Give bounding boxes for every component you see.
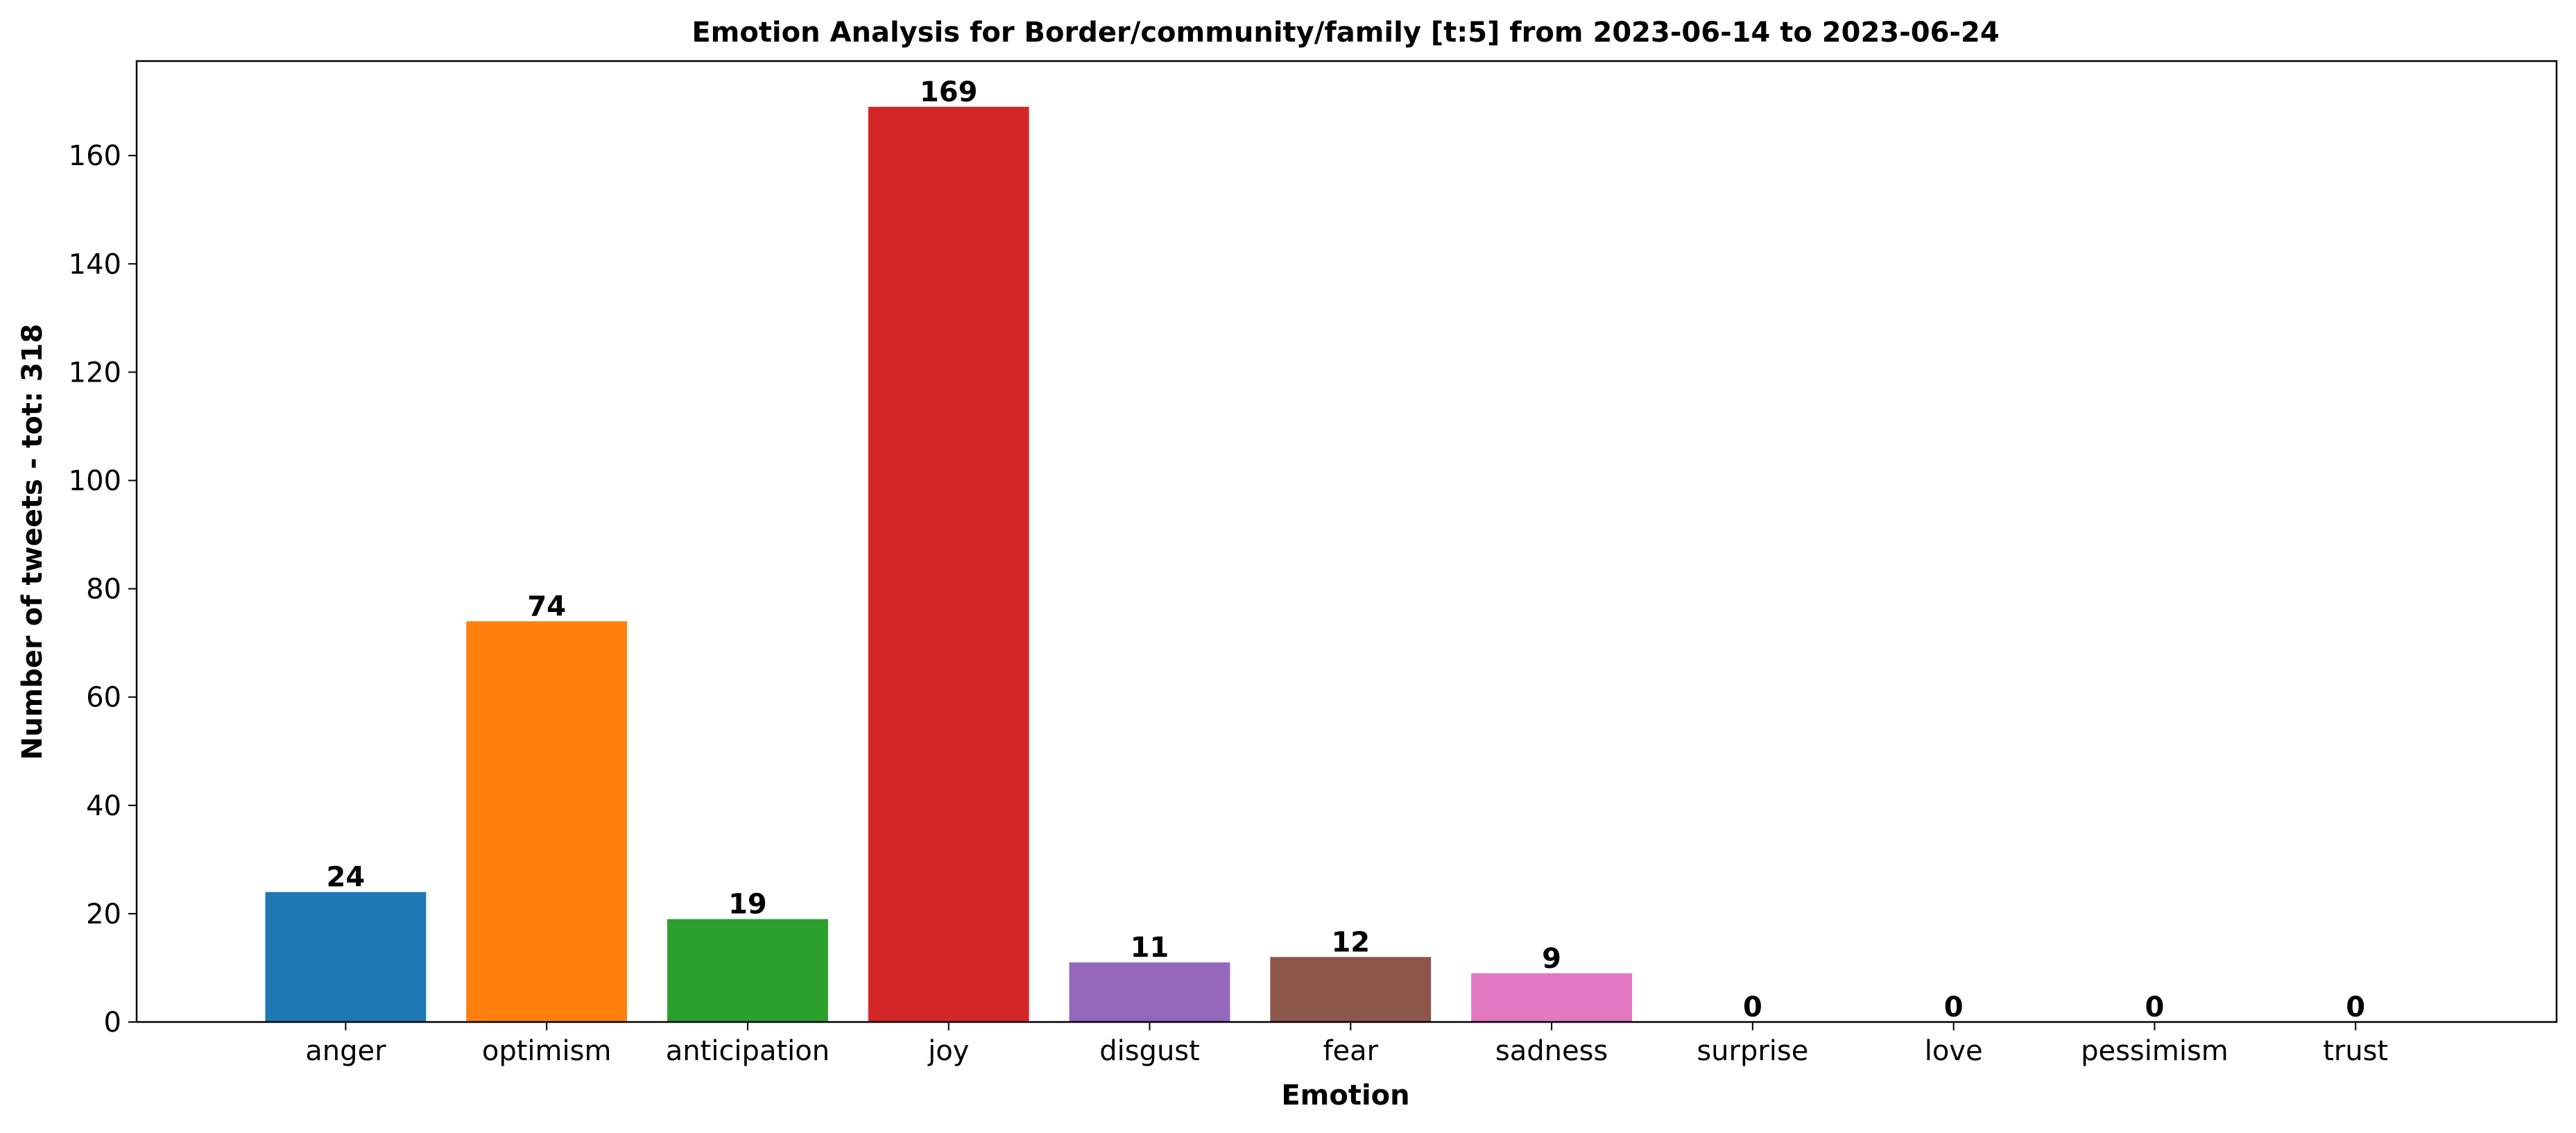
x-tick-label-fear: fear xyxy=(1323,1035,1378,1067)
data-label-anticipation: 19 xyxy=(728,889,767,921)
bar-disgust xyxy=(1069,962,1230,1022)
x-tick-label-sadness: sadness xyxy=(1495,1035,1608,1067)
x-tick-label-joy: joy xyxy=(927,1035,969,1067)
x-tick-label-anticipation: anticipation xyxy=(666,1035,830,1067)
y-tick-label-20: 20 xyxy=(86,898,121,930)
data-label-joy: 169 xyxy=(920,76,978,108)
data-label-anger: 24 xyxy=(327,862,366,894)
x-tick-label-love: love xyxy=(1925,1035,1983,1067)
plot-area: 24 anger 74 optimism 19 anticipation 169 joy 11 d… xyxy=(69,60,2558,1067)
y-tick-label-80: 80 xyxy=(86,574,121,606)
bar-anger xyxy=(265,892,427,1022)
data-label-disgust: 11 xyxy=(1131,932,1169,964)
y-tick-label-140: 140 xyxy=(69,248,121,280)
x-tick-label-anger: anger xyxy=(305,1035,386,1067)
data-label-love: 0 xyxy=(1944,991,1964,1023)
chart-title: Emotion Analysis for Border/community/fa… xyxy=(692,17,1999,49)
x-tick-label-trust: trust xyxy=(2323,1035,2388,1067)
axes-frame xyxy=(135,60,2558,1023)
y-tick-label-100: 100 xyxy=(69,466,121,497)
y-axis-title: Number of tweets - tot: 318 xyxy=(17,324,49,760)
bar-joy xyxy=(868,106,1029,1023)
x-tick-label-pessimism: pessimism xyxy=(2081,1035,2229,1067)
y-tick-label-0: 0 xyxy=(104,1007,121,1039)
data-label-surprise: 0 xyxy=(1743,991,1762,1023)
y-tick-label-40: 40 xyxy=(86,790,121,822)
data-label-sadness: 9 xyxy=(1542,943,1561,975)
y-tick-label-60: 60 xyxy=(86,682,121,714)
x-tick-label-optimism: optimism xyxy=(482,1035,612,1067)
bar-optimism xyxy=(466,621,628,1022)
data-label-pessimism: 0 xyxy=(2145,991,2165,1023)
y-tick-label-120: 120 xyxy=(69,357,121,389)
data-label-trust: 0 xyxy=(2346,991,2365,1023)
y-tick-label-160: 160 xyxy=(69,140,121,172)
x-axis-title: Emotion xyxy=(1281,1080,1409,1111)
bar-fear xyxy=(1270,957,1432,1022)
data-label-fear: 12 xyxy=(1331,926,1370,958)
x-tick-label-disgust: disgust xyxy=(1099,1035,1200,1067)
x-tick-label-surprise: surprise xyxy=(1697,1035,1808,1067)
data-label-optimism: 74 xyxy=(527,590,566,622)
bar-anticipation xyxy=(667,919,828,1022)
bar-sadness xyxy=(1471,973,1632,1022)
